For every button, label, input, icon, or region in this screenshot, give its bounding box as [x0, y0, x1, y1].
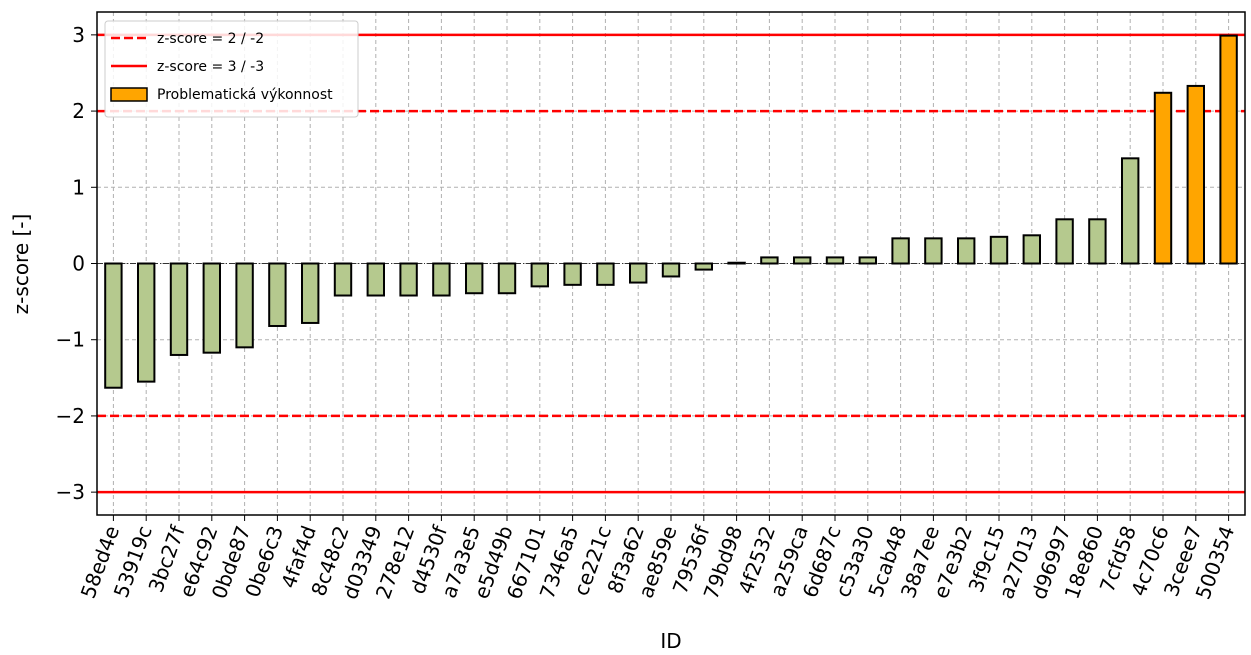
bar — [825, 256, 845, 265]
bar — [333, 262, 353, 297]
bar — [1219, 34, 1238, 265]
y-tick-label: −2 — [56, 404, 85, 428]
bar — [661, 262, 681, 278]
y-tick-label: 2 — [72, 99, 85, 123]
bar — [1055, 218, 1074, 265]
bar — [989, 235, 1009, 265]
x-axis-label: ID — [660, 629, 681, 653]
bar — [1153, 91, 1173, 265]
y-tick-label: 1 — [72, 175, 85, 199]
legend-box — [104, 20, 359, 118]
bar — [891, 237, 910, 265]
bar — [563, 262, 582, 286]
bar — [169, 262, 189, 356]
bar — [793, 256, 812, 265]
bar — [137, 262, 156, 383]
bar — [1121, 157, 1140, 265]
bar — [1088, 218, 1107, 265]
bar — [104, 262, 123, 389]
bar — [497, 262, 517, 295]
legend-label: Problematická výkonnost — [157, 87, 333, 103]
bar — [530, 262, 549, 288]
bar — [924, 237, 943, 265]
bar — [268, 262, 287, 327]
y-tick-label: −1 — [56, 328, 85, 352]
bar — [1022, 234, 1041, 265]
bar — [957, 237, 976, 265]
bar — [465, 262, 484, 295]
bar — [629, 262, 648, 284]
bar — [858, 256, 877, 265]
y-axis-label: z-score [-] — [9, 214, 33, 315]
y-tick-label: 3 — [72, 23, 85, 47]
bar — [694, 262, 713, 271]
bar — [399, 262, 418, 297]
bar — [1186, 84, 1205, 265]
bar — [235, 262, 254, 349]
plot-frame — [96, 11, 1246, 516]
y-tick-label: −3 — [56, 480, 85, 504]
legend-label: z-score = 2 / -2 — [157, 31, 264, 47]
bar — [760, 256, 779, 265]
bar — [301, 262, 320, 324]
bar — [727, 261, 746, 265]
bar — [432, 262, 451, 297]
bar — [596, 262, 615, 286]
legend-label: z-score = 3 / -3 — [157, 59, 264, 75]
y-tick-label: 0 — [72, 252, 85, 276]
bar — [366, 262, 386, 297]
legend-swatch — [110, 87, 148, 102]
bar — [202, 262, 222, 354]
